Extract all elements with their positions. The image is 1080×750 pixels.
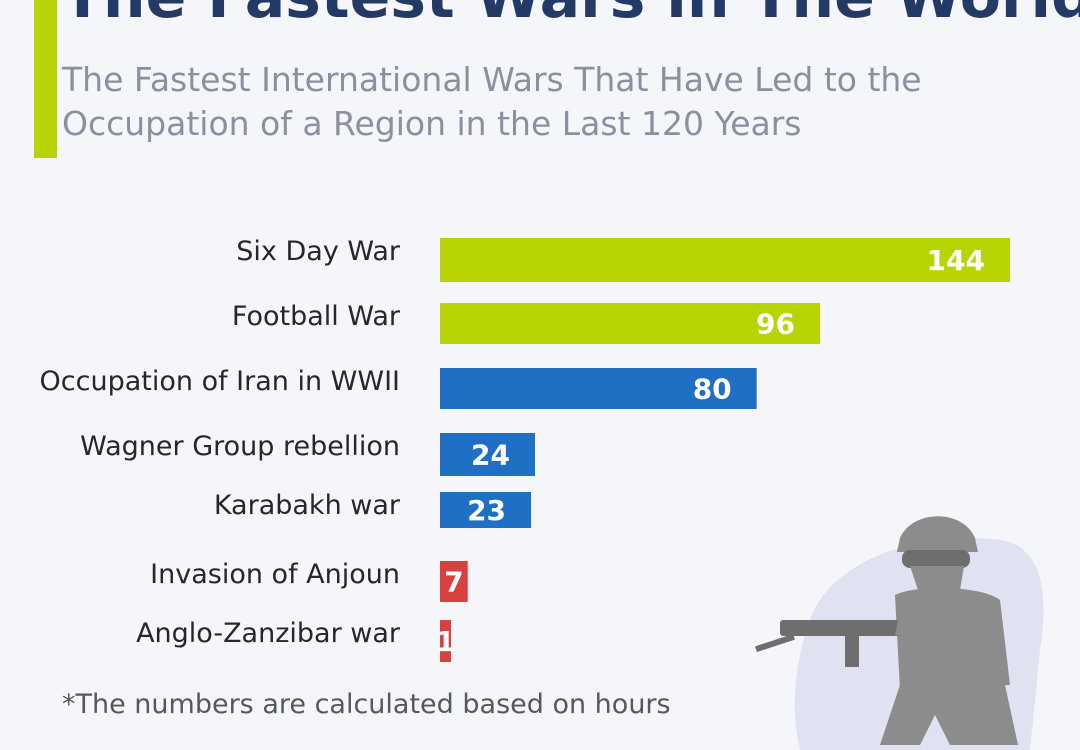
rifle — [780, 620, 930, 636]
bar-5 — [440, 561, 468, 602]
value-label: 96 — [756, 308, 795, 341]
rifle-barrel — [755, 633, 795, 653]
category-label: Six Day War — [236, 236, 401, 267]
visor — [902, 550, 970, 568]
category-label: Anglo-Zanzibar war — [136, 618, 401, 649]
arm — [895, 610, 965, 645]
bar-0 — [440, 238, 1010, 282]
chart-title: The Fastest Wars in The World — [62, 0, 1080, 32]
value-label: 80 — [693, 373, 732, 406]
value-label: 144 — [927, 244, 985, 277]
soldier-icon — [755, 516, 1044, 750]
chart-subtitle: The Fastest International Wars That Have… — [62, 60, 922, 143]
value-label: 1 — [436, 625, 455, 658]
magazine — [845, 635, 859, 667]
bar-1 — [440, 303, 820, 344]
bar-2 — [440, 368, 757, 409]
category-label: Invasion of Anjoun — [150, 559, 400, 590]
bar-6 — [440, 620, 451, 662]
value-label: 23 — [467, 494, 506, 527]
footnote: *The numbers are calculated based on hou… — [62, 689, 671, 720]
helmet — [897, 516, 978, 552]
accent-bar — [34, 0, 57, 158]
value-label: 7 — [444, 566, 463, 599]
category-label: Wagner Group rebellion — [80, 431, 400, 462]
bar-4 — [440, 492, 532, 528]
category-label: Football War — [232, 301, 401, 332]
leg — [880, 685, 1018, 745]
category-label: Karabakh war — [214, 490, 401, 521]
value-label: 24 — [471, 439, 510, 472]
category-label: Occupation of Iran in WWII — [40, 366, 400, 397]
bar-3 — [440, 433, 535, 476]
